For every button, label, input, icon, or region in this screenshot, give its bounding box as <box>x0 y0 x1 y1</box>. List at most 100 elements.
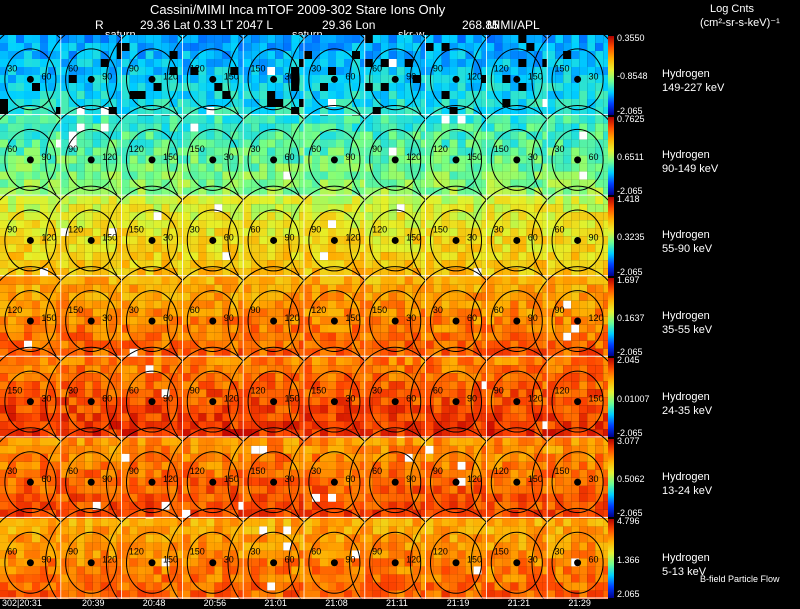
heatmap-pixel <box>336 99 344 107</box>
heatmap-pixel <box>380 421 389 430</box>
heatmap-pixel <box>40 292 48 301</box>
heatmap-pixel <box>526 59 535 67</box>
heatmap-pixel <box>291 212 300 221</box>
heatmap-pixel <box>396 397 405 406</box>
heatmap-pixel <box>243 187 252 196</box>
heatmap-pixel <box>465 67 474 75</box>
heatmap-pixel <box>198 155 207 164</box>
heatmap-pixel <box>555 276 564 285</box>
heatmap-pixel <box>595 107 604 115</box>
heatmap-pixel <box>433 421 442 430</box>
heatmap-pixel <box>481 308 490 317</box>
heatmap-pixel <box>563 220 572 229</box>
heatmap-pixel <box>388 196 397 205</box>
heatmap-pixel <box>32 179 40 188</box>
heatmap-pixel <box>425 357 434 366</box>
heatmap-pixel <box>587 115 596 124</box>
heatmap-pixel <box>259 75 268 83</box>
heatmap-pixel <box>457 276 466 285</box>
heatmap-pixel <box>518 187 527 196</box>
heatmap-pixel <box>16 308 24 317</box>
heatmap-pixel <box>92 324 101 333</box>
contour-label: 30 <box>7 466 17 476</box>
heatmap-pixel <box>449 131 458 140</box>
saturn-marker <box>574 317 582 325</box>
heatmap-pixel <box>56 51 64 59</box>
heatmap-pixel <box>275 171 284 180</box>
heatmap-pixel <box>100 83 109 91</box>
heatmap-pixel <box>420 51 429 59</box>
heatmap-pixel <box>48 99 56 107</box>
heatmap-pixel <box>344 179 352 188</box>
heatmap-pixel <box>465 292 474 301</box>
contour-line <box>247 48 300 111</box>
heatmap-pixel <box>169 389 178 398</box>
heatmap-pixel <box>222 99 231 107</box>
heatmap-pixel <box>84 437 93 446</box>
heatmap-pixel <box>299 373 308 382</box>
contour-line <box>308 48 361 111</box>
heatmap-pixel <box>457 147 466 156</box>
heatmap-pixel <box>372 397 381 406</box>
heatmap-pixel <box>275 196 284 205</box>
heatmap-pixel <box>24 357 32 366</box>
heatmap-pixel <box>137 453 146 462</box>
heatmap-pixel <box>510 171 519 180</box>
heatmap-pixel <box>68 75 77 83</box>
heatmap-pixel <box>48 365 56 374</box>
heatmap-pixel <box>299 204 308 213</box>
heatmap-pixel <box>60 155 69 164</box>
heatmap-pixel <box>312 67 320 75</box>
heatmap-pixel <box>153 332 162 341</box>
heatmap-pixel <box>153 260 162 269</box>
heatmap-pixel <box>283 196 292 205</box>
heatmap-pixel <box>32 43 40 51</box>
heatmap-pixel <box>48 421 56 430</box>
heatmap-pixel <box>182 163 191 172</box>
heatmap-pixel <box>92 155 101 164</box>
heatmap-pixel <box>0 477 8 486</box>
heatmap-pixel <box>32 196 40 205</box>
heatmap-pixel <box>526 421 535 430</box>
heatmap-pixel <box>182 316 191 325</box>
heatmap-pixel <box>32 324 40 333</box>
heatmap-pixel <box>48 51 56 59</box>
heatmap-pixel <box>214 316 223 325</box>
contour-label: 30 <box>102 313 112 323</box>
heatmap-pixel <box>24 212 32 221</box>
saturn-marker <box>148 478 156 486</box>
heatmap-pixel <box>328 115 336 124</box>
heatmap-pixel <box>603 107 608 115</box>
heatmap-pixel <box>84 421 93 430</box>
heatmap-pixel <box>502 179 511 188</box>
heatmap-pixel <box>116 461 125 470</box>
heatmap-pixel <box>360 381 368 390</box>
heatmap-pixel <box>502 316 511 325</box>
heatmap-pixel <box>243 59 252 67</box>
heatmap-pixel <box>473 131 482 140</box>
heatmap-pixel <box>222 268 231 277</box>
heatmap-pixel <box>344 300 352 309</box>
heatmap-pixel <box>222 179 231 188</box>
heatmap-pixel <box>299 123 308 132</box>
heatmap-pixel <box>243 260 252 269</box>
heatmap-pixel <box>206 252 215 261</box>
heatmap-pixel <box>380 123 389 132</box>
heatmap-pixel <box>238 51 247 59</box>
heatmap-pixel <box>328 413 336 422</box>
colorbar-units: (cm²-sr-s-keV)⁻¹ <box>700 17 780 29</box>
contour-label: 30 <box>68 386 78 396</box>
heatmap-pixel <box>433 67 442 75</box>
heatmap-pixel <box>8 413 16 422</box>
heatmap-pixel <box>526 123 535 132</box>
heatmap-pixel <box>328 357 336 366</box>
heatmap-pixel <box>433 292 442 301</box>
heatmap-pixel <box>320 413 328 422</box>
heatmap-pixel <box>275 429 284 438</box>
heatmap-pixel <box>283 397 292 406</box>
heatmap-pixel <box>84 244 93 253</box>
heatmap-pixel <box>251 389 260 398</box>
heatmap-pixel <box>518 236 527 245</box>
heatmap-pixel <box>465 196 474 205</box>
heatmap-pixel <box>56 501 64 510</box>
